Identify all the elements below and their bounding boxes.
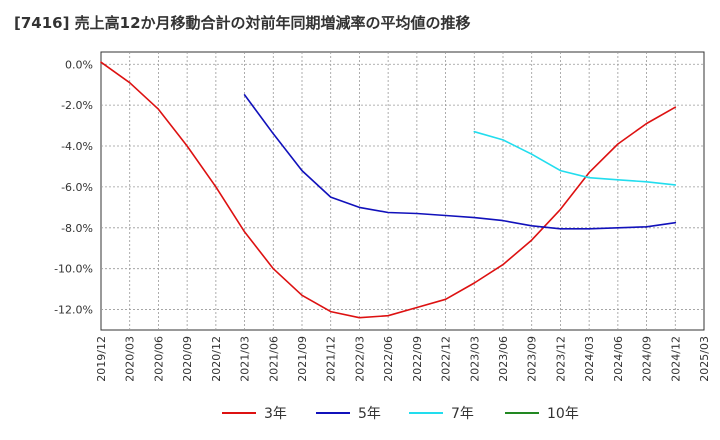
plot-area bbox=[100, 51, 705, 331]
y-tick-label: -2.0% bbox=[61, 99, 93, 112]
x-tick-label: 2020/03 bbox=[124, 336, 137, 382]
legend: 3年 5年 7年 10年 bbox=[222, 406, 579, 422]
x-tick-label: 2022/09 bbox=[411, 336, 424, 382]
x-tick-label: 2022/03 bbox=[353, 336, 366, 382]
series-line bbox=[473, 130, 677, 186]
x-tick-label: 2020/12 bbox=[210, 336, 223, 382]
y-tick-label: -8.0% bbox=[61, 222, 93, 235]
x-tick-label: 2019/12 bbox=[95, 336, 108, 382]
x-tick-label: 2023/09 bbox=[526, 336, 539, 382]
x-tick-label: 2022/12 bbox=[440, 336, 453, 382]
axis-ticks: 2019/12 2020/03 2020/06 2020/09 2020/12 2021/… bbox=[54, 58, 711, 381]
legend-label: 10年 bbox=[547, 406, 579, 422]
x-tick-label: 2024/12 bbox=[669, 336, 682, 382]
legend-label: 7年 bbox=[451, 406, 474, 422]
x-tick-label: 2021/12 bbox=[325, 336, 338, 382]
chart-title: [7416] 売上高12か月移動合計の対前年同期増減率の平均値の推移 bbox=[14, 14, 471, 32]
x-tick-label: 2024/06 bbox=[612, 336, 625, 382]
x-tick-label: 2023/12 bbox=[554, 336, 567, 382]
x-tick-label: 2020/06 bbox=[152, 336, 165, 382]
x-tick-label: 2021/09 bbox=[296, 336, 309, 382]
x-tick-label: 2025/03 bbox=[698, 336, 711, 382]
series-line bbox=[100, 61, 677, 319]
y-tick-label: -4.0% bbox=[61, 140, 93, 153]
y-tick-label: 0.0% bbox=[65, 58, 93, 71]
y-tick-label: -12.0% bbox=[54, 304, 93, 317]
x-tick-label: 2024/03 bbox=[583, 336, 596, 382]
x-tick-label: 2023/06 bbox=[497, 336, 510, 382]
x-tick-label: 2023/03 bbox=[468, 336, 481, 382]
series-lines bbox=[100, 61, 677, 319]
legend-label: 3年 bbox=[264, 406, 287, 422]
x-tick-label: 2022/06 bbox=[382, 336, 395, 382]
y-tick-label: -10.0% bbox=[54, 263, 93, 276]
x-tick-label: 2021/06 bbox=[267, 336, 280, 382]
grid-lines bbox=[101, 52, 704, 330]
x-tick-label: 2024/09 bbox=[641, 336, 654, 382]
series-line bbox=[243, 94, 677, 230]
x-tick-label: 2020/09 bbox=[181, 336, 194, 382]
x-tick-label: 2021/03 bbox=[239, 336, 252, 382]
legend-label: 5年 bbox=[358, 406, 381, 422]
y-tick-label: -6.0% bbox=[61, 181, 93, 194]
